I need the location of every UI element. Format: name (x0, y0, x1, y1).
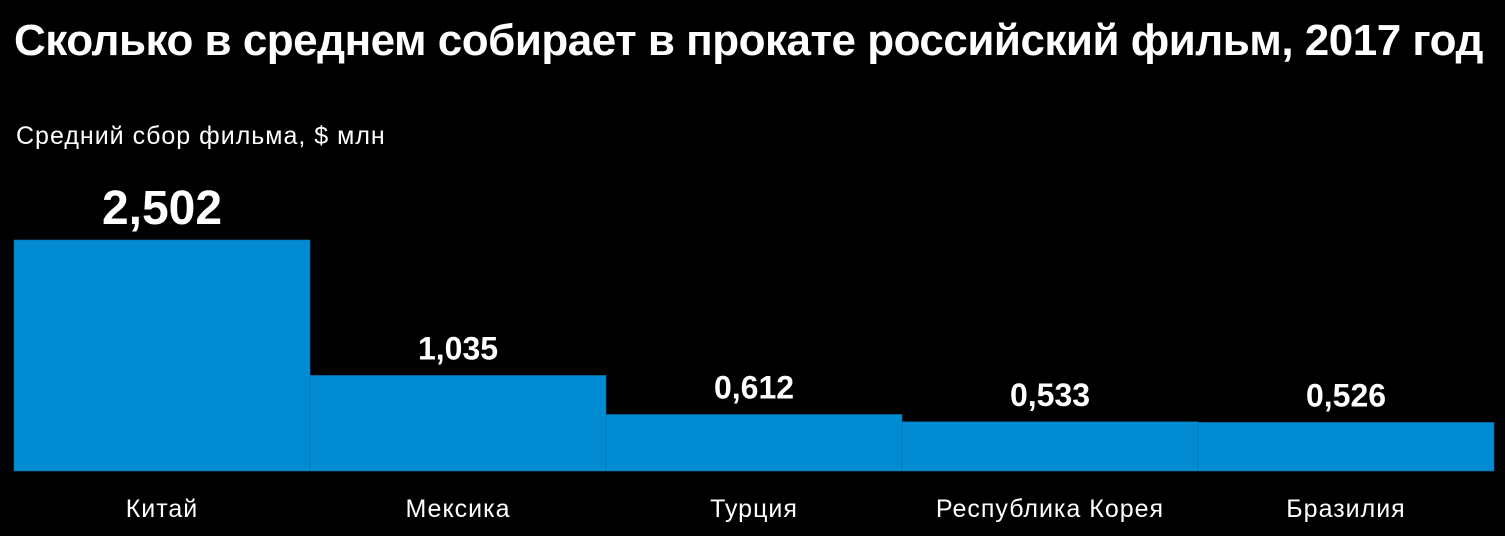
value-label: 1,035 (418, 330, 498, 366)
value-label: 2,502 (102, 182, 222, 235)
bar-3 (901, 421, 1199, 472)
bar-0 (13, 239, 311, 472)
category-label: Мексика (405, 495, 510, 523)
bar-4 (1197, 422, 1495, 472)
value-label: 0,533 (1010, 377, 1090, 413)
category-label: Китай (126, 495, 199, 523)
value-label: 0,526 (1306, 377, 1386, 413)
bar-1 (309, 375, 607, 472)
bar-2 (605, 414, 903, 472)
chart-title: Сколько в среднем собирает в прокате рос… (14, 16, 1483, 65)
chart-subtitle: Средний сбор фильма, $ млн (16, 122, 386, 150)
category-label: Республика Корея (936, 495, 1164, 523)
category-label: Турция (710, 495, 798, 523)
category-label: Бразилия (1286, 495, 1405, 523)
value-label: 0,612 (714, 369, 794, 405)
